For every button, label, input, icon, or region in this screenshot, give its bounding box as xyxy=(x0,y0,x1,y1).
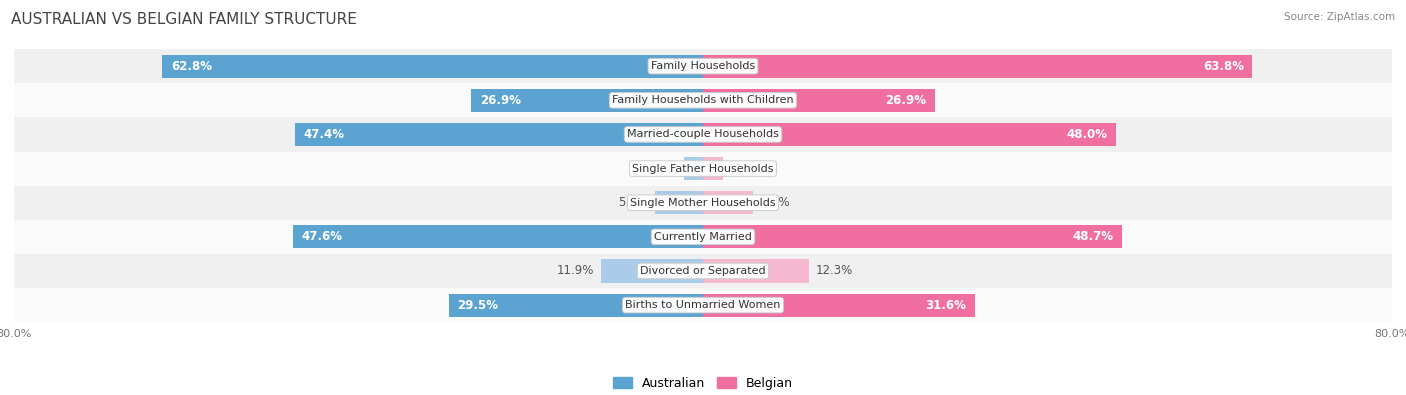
Bar xyxy=(162,55,703,78)
Text: 26.9%: 26.9% xyxy=(479,94,522,107)
Bar xyxy=(14,254,1392,288)
Text: 2.2%: 2.2% xyxy=(647,162,678,175)
Bar xyxy=(600,260,703,282)
Text: 26.9%: 26.9% xyxy=(884,94,927,107)
Text: 48.7%: 48.7% xyxy=(1073,230,1114,243)
Text: Family Households: Family Households xyxy=(651,61,755,71)
Text: 5.6%: 5.6% xyxy=(619,196,648,209)
Text: Divorced or Separated: Divorced or Separated xyxy=(640,266,766,276)
Bar xyxy=(685,157,703,180)
Bar xyxy=(14,186,1392,220)
Text: AUSTRALIAN VS BELGIAN FAMILY STRUCTURE: AUSTRALIAN VS BELGIAN FAMILY STRUCTURE xyxy=(11,12,357,27)
Bar xyxy=(703,225,1122,248)
Text: 5.8%: 5.8% xyxy=(759,196,789,209)
Text: 11.9%: 11.9% xyxy=(557,265,593,278)
Bar xyxy=(14,49,1392,83)
Bar xyxy=(655,191,703,214)
Bar xyxy=(292,225,703,248)
Text: Single Mother Households: Single Mother Households xyxy=(630,198,776,208)
Bar xyxy=(703,55,1253,78)
Text: 63.8%: 63.8% xyxy=(1202,60,1244,73)
Text: 31.6%: 31.6% xyxy=(925,299,966,312)
Bar xyxy=(14,288,1392,322)
Bar xyxy=(14,83,1392,117)
Text: 48.0%: 48.0% xyxy=(1067,128,1108,141)
Text: Family Households with Children: Family Households with Children xyxy=(612,95,794,105)
Bar xyxy=(703,260,808,282)
Bar xyxy=(471,89,703,112)
Text: 62.8%: 62.8% xyxy=(170,60,212,73)
Bar xyxy=(703,191,754,214)
Bar xyxy=(14,117,1392,152)
Bar xyxy=(703,157,723,180)
Bar xyxy=(14,220,1392,254)
Bar xyxy=(295,123,703,146)
Bar xyxy=(14,152,1392,186)
Text: Currently Married: Currently Married xyxy=(654,232,752,242)
Text: 12.3%: 12.3% xyxy=(815,265,853,278)
Text: 47.6%: 47.6% xyxy=(302,230,343,243)
Text: Married-couple Households: Married-couple Households xyxy=(627,130,779,139)
Text: 47.4%: 47.4% xyxy=(304,128,344,141)
Bar xyxy=(703,89,935,112)
Text: Births to Unmarried Women: Births to Unmarried Women xyxy=(626,300,780,310)
Text: Single Father Households: Single Father Households xyxy=(633,164,773,173)
Text: 29.5%: 29.5% xyxy=(457,299,499,312)
Text: 2.3%: 2.3% xyxy=(730,162,759,175)
Bar xyxy=(703,123,1116,146)
Bar xyxy=(449,293,703,317)
Legend: Australian, Belgian: Australian, Belgian xyxy=(607,372,799,395)
Bar xyxy=(703,293,976,317)
Text: Source: ZipAtlas.com: Source: ZipAtlas.com xyxy=(1284,12,1395,22)
